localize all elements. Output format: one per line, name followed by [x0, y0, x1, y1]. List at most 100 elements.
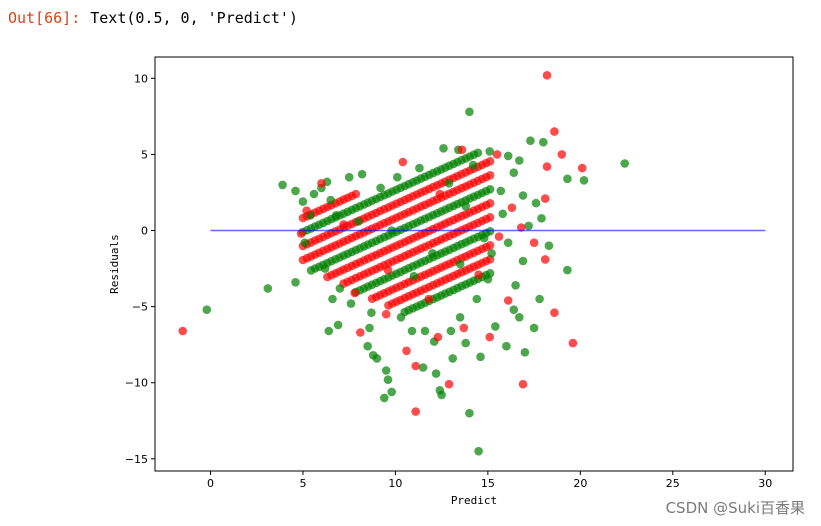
- scatter-point: [485, 213, 495, 222]
- scatter-point: [411, 361, 421, 371]
- scatter-point: [485, 199, 495, 208]
- scatter-point: [302, 206, 311, 215]
- scatter-point: [518, 256, 528, 266]
- scatter-point: [351, 189, 361, 199]
- scatter-point: [326, 195, 336, 205]
- x-tick-label: 15: [481, 477, 495, 490]
- x-axis-label: Predict: [451, 494, 497, 507]
- watermark: CSDN @Suki百香果: [665, 499, 805, 517]
- scatter-point: [485, 241, 495, 250]
- scatter-point: [335, 284, 345, 293]
- scatter-point: [357, 169, 367, 179]
- scatter-point: [376, 183, 385, 193]
- scatter-point: [457, 145, 467, 155]
- scatter-point: [474, 270, 483, 280]
- scatter-point: [415, 163, 424, 173]
- scatter-point: [483, 274, 493, 284]
- scatter-point: [291, 278, 300, 287]
- scatter-point: [474, 446, 483, 456]
- scatter-point: [346, 299, 356, 308]
- scatter-point: [263, 284, 273, 293]
- x-tick-label: 0: [207, 477, 214, 490]
- y-tick-label: −5: [132, 301, 148, 314]
- scatter-point: [202, 305, 212, 315]
- x-tick-label: 10: [388, 477, 402, 490]
- y-tick-label: −15: [125, 453, 148, 466]
- scatter-point: [540, 255, 550, 264]
- scatter-point: [485, 157, 495, 166]
- y-tick-label: 10: [134, 72, 148, 85]
- scatter-point: [380, 393, 389, 403]
- scatter-point: [309, 189, 319, 199]
- scatter-point: [324, 326, 334, 336]
- scatter-point: [509, 168, 519, 177]
- scatter-point: [411, 407, 421, 416]
- scatter-point: [439, 144, 448, 153]
- scatter-point: [407, 326, 417, 336]
- scatter-point: [461, 338, 471, 348]
- scatter-point: [537, 214, 546, 223]
- scatter-point: [178, 326, 187, 336]
- scatter-point: [503, 238, 513, 247]
- scatter-point: [535, 294, 544, 304]
- y-tick-label: 5: [141, 148, 148, 161]
- x-tick-label: 25: [666, 477, 680, 490]
- scatter-point: [372, 354, 382, 363]
- scatter-point: [563, 265, 572, 275]
- x-tick-label: 30: [758, 477, 772, 490]
- scatter-point: [278, 180, 287, 190]
- scatter-point: [524, 221, 533, 231]
- y-axis-label: Residuals: [108, 234, 121, 294]
- scatter-point: [502, 341, 511, 351]
- scatter-point: [503, 151, 513, 161]
- plot-frame: [154, 56, 794, 472]
- scatter-point: [331, 211, 341, 220]
- scatter-point: [473, 148, 483, 158]
- scatter-point: [503, 296, 513, 305]
- scatter-point: [485, 185, 495, 194]
- output-cell-line: Out[66]: Text(0.5, 0, 'Predict'): [8, 9, 298, 27]
- scatter-point: [526, 136, 535, 145]
- scatter-point: [459, 323, 469, 333]
- x-tick-label: 20: [573, 477, 587, 490]
- scatter-point: [492, 150, 502, 159]
- scatter-point: [577, 163, 587, 173]
- scatter-point: [476, 352, 485, 362]
- scatter-point: [620, 159, 629, 168]
- scatter-point: [529, 238, 539, 247]
- scatter-point: [507, 203, 517, 212]
- axes: 0 5 10 15 20 25 30 −15 −10 −5 0 5 10: [125, 72, 772, 490]
- y-tick-label: −10: [125, 377, 148, 390]
- scatter-point: [424, 294, 434, 304]
- scatter-point: [550, 127, 559, 136]
- scatter-point: [396, 313, 406, 322]
- scatter-point: [409, 271, 419, 281]
- scatter-point: [298, 197, 308, 206]
- scatter-point: [339, 220, 348, 229]
- scatter-point: [437, 390, 446, 400]
- scatter-point: [515, 313, 524, 322]
- scatter-point: [367, 308, 376, 318]
- scatter-point: [433, 332, 443, 342]
- scatter-point: [333, 320, 343, 330]
- scatter-point: [418, 363, 428, 372]
- scatter-point: [461, 201, 471, 211]
- scatter-point: [494, 232, 504, 241]
- scatter-point: [383, 265, 393, 275]
- scatter-point: [317, 179, 326, 188]
- scatter-point: [516, 223, 526, 232]
- scatter-point: [291, 186, 300, 196]
- scatter-point: [402, 346, 411, 356]
- scatter-point: [435, 189, 445, 199]
- x-tick-label: 5: [299, 477, 306, 490]
- output-text: Text(0.5, 0, 'Predict'): [90, 9, 298, 27]
- scatter-point: [531, 198, 541, 208]
- scatter-point: [515, 156, 524, 165]
- scatter-point: [485, 147, 495, 156]
- scatter-point: [468, 160, 478, 170]
- scatter-point: [520, 348, 530, 357]
- scatter-point: [557, 150, 567, 159]
- scatter-point: [518, 379, 528, 389]
- scatter-point: [300, 238, 310, 247]
- scatter-point: [354, 217, 363, 226]
